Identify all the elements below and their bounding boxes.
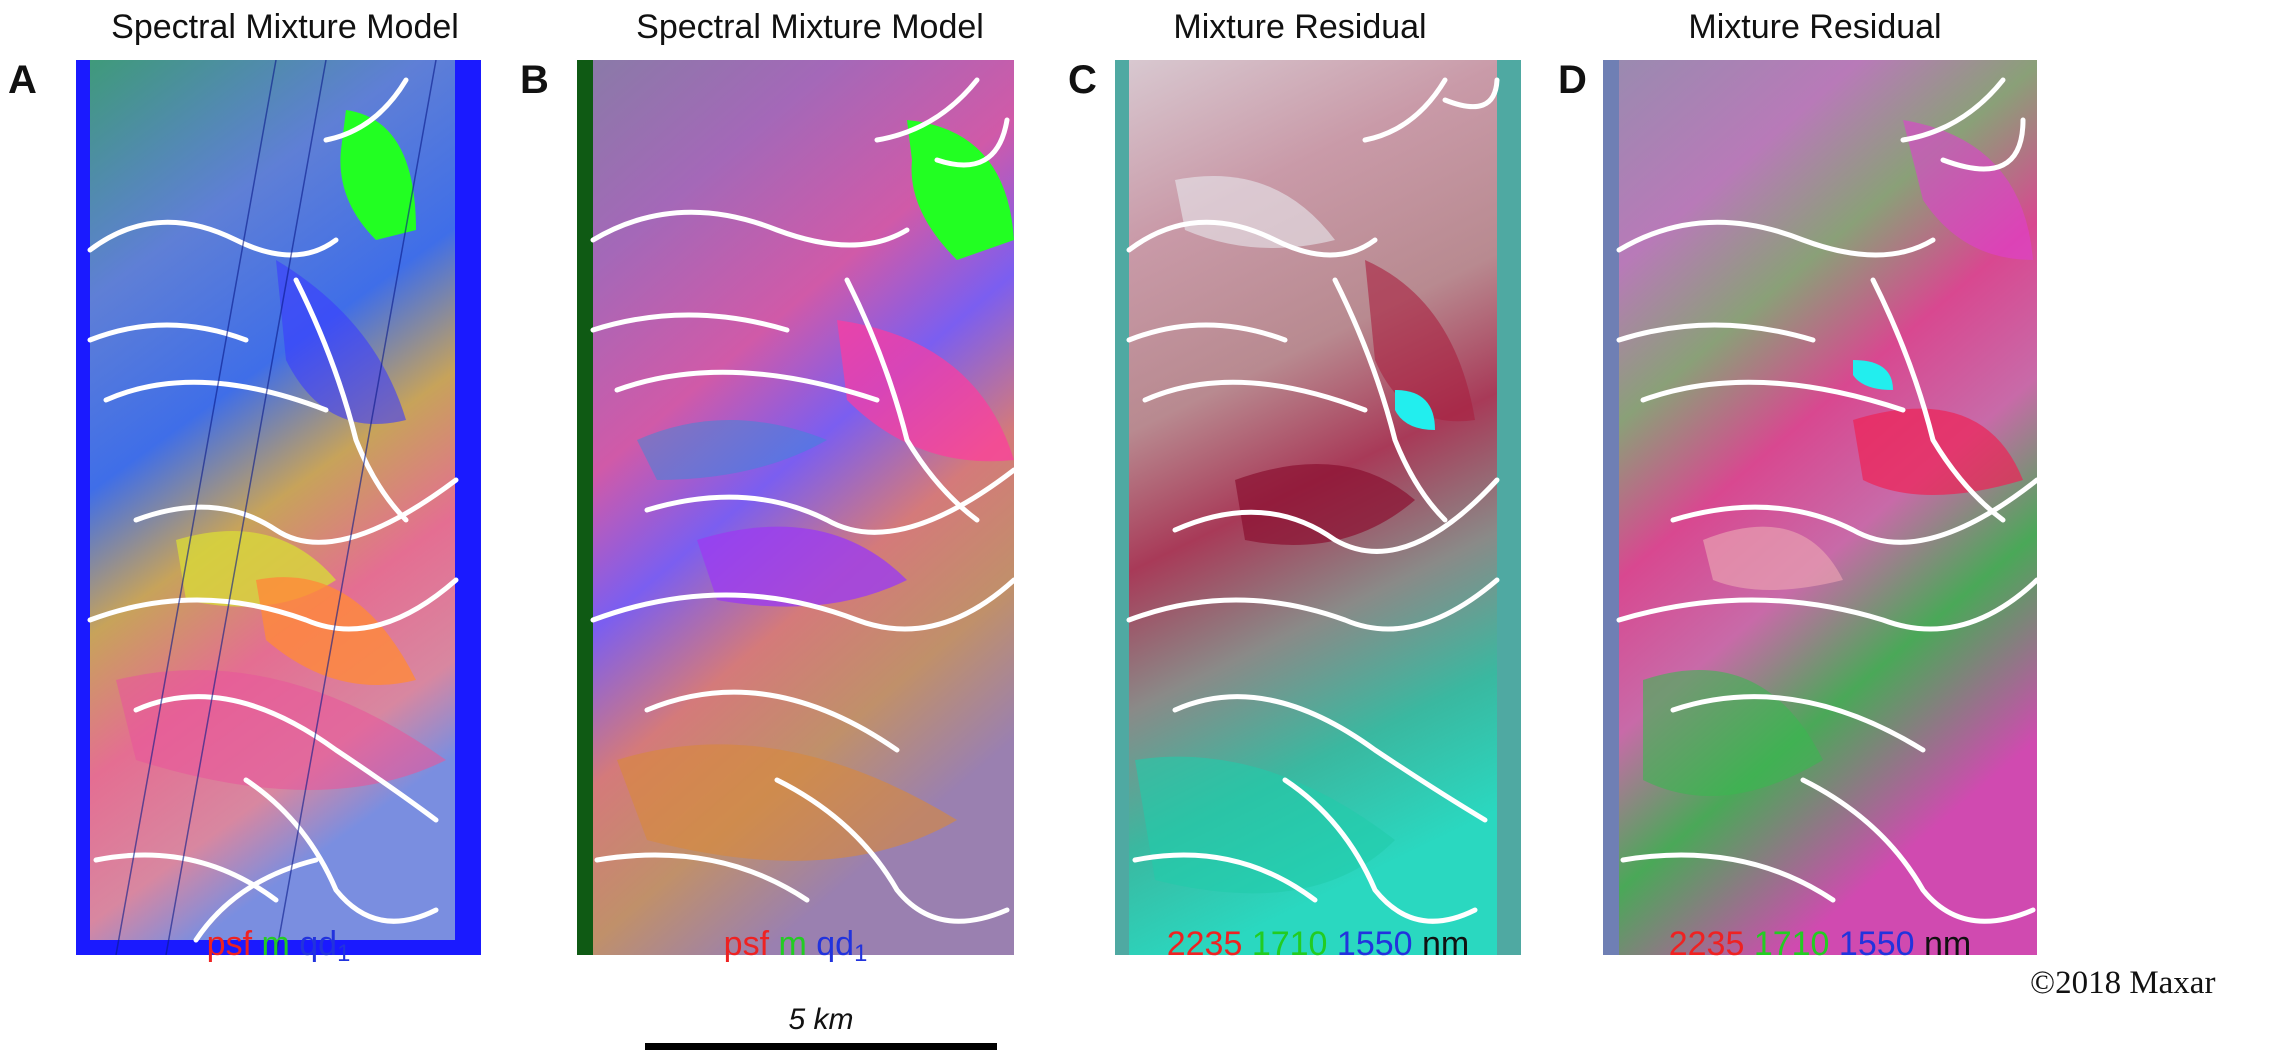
panel-d-letter: D bbox=[1558, 58, 1587, 102]
legend-green-label: m bbox=[261, 925, 290, 963]
legend-red-label: 2235 bbox=[1668, 925, 1745, 963]
panel-b-title: Spectral Mixture Model bbox=[636, 8, 984, 46]
panel-c-legend: 2235 1710 1550 nm bbox=[1115, 925, 1521, 964]
panel-b-letter: B bbox=[520, 58, 549, 102]
legend-blue-label: 1550 bbox=[1336, 925, 1413, 963]
scale-bar bbox=[645, 1043, 997, 1050]
legend-blue-subscript: 1 bbox=[854, 939, 868, 967]
panel-c-letter: C bbox=[1068, 58, 1097, 102]
legend-blue-label: qd1 bbox=[816, 925, 867, 968]
panel-d-title: Mixture Residual bbox=[1688, 8, 1942, 46]
panel-b-image bbox=[577, 60, 1014, 955]
panel-c-title: Mixture Residual bbox=[1173, 8, 1427, 46]
panel-b-legend: psf m qd1 bbox=[577, 925, 1014, 968]
legend-red-label: psf bbox=[206, 925, 253, 963]
legend-blue-text: qd bbox=[299, 925, 338, 963]
panel-a-letter: A bbox=[8, 58, 37, 102]
panel-a-image bbox=[76, 60, 481, 955]
legend-green-label: m bbox=[778, 925, 807, 963]
legend-blue-label: qd1 bbox=[299, 925, 350, 968]
legend-green-label: 1710 bbox=[1753, 925, 1830, 963]
legend-red-label: 2235 bbox=[1166, 925, 1243, 963]
legend-green-label: 1710 bbox=[1251, 925, 1328, 963]
panel-a-title: Spectral Mixture Model bbox=[111, 8, 459, 46]
legend-unit-label: nm bbox=[1422, 925, 1470, 963]
legend-blue-text: qd bbox=[816, 925, 855, 963]
panel-c-image bbox=[1115, 60, 1521, 955]
copyright-notice: ©2018 Maxar bbox=[2030, 965, 2216, 1001]
legend-blue-subscript: 1 bbox=[337, 939, 351, 967]
panel-d-legend: 2235 1710 1550 nm bbox=[1603, 925, 2037, 964]
panel-d-image bbox=[1603, 60, 2037, 955]
panel-a-legend: psf m qd1 bbox=[76, 925, 481, 968]
legend-red-label: psf bbox=[723, 925, 770, 963]
legend-blue-label: 1550 bbox=[1838, 925, 1915, 963]
legend-unit-label: nm bbox=[1924, 925, 1972, 963]
scale-bar-label: 5 km bbox=[788, 1003, 854, 1036]
